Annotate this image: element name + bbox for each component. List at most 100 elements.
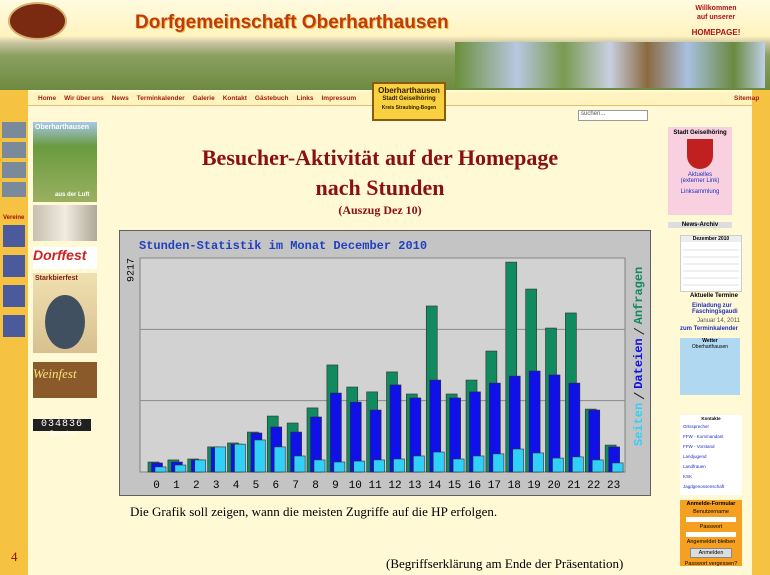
x-tick-label: 21 xyxy=(567,480,581,492)
badge-line: Oberharthausen xyxy=(378,86,440,95)
bar xyxy=(353,460,366,473)
sitemap-link[interactable]: Sitemap xyxy=(734,95,760,102)
nav-link[interactable]: News xyxy=(111,95,129,102)
nav-link[interactable]: Links xyxy=(296,95,314,102)
slide-title: Besucher-Aktivität auf der Homepage nach… xyxy=(130,143,630,203)
site-title: Dorfgemeinschaft Oberharthausen xyxy=(135,12,449,33)
x-tick-label: 15 xyxy=(448,480,461,492)
photo-strip xyxy=(455,42,765,88)
x-tick-label: 5 xyxy=(253,480,260,492)
dorffest[interactable]: Dorffest xyxy=(33,247,97,269)
page-number: 4 xyxy=(11,549,18,564)
nav-link[interactable]: Kontakt xyxy=(222,95,247,102)
welcome-line: auf unserer xyxy=(696,14,736,21)
links-link[interactable]: Linksammlung xyxy=(680,189,720,195)
bar xyxy=(313,459,326,473)
nav: Home Wir über uns News Terminkalender Galeri… xyxy=(38,95,356,102)
bar xyxy=(333,461,346,473)
termine-event[interactable]: Einladung zur Faschingsgaudi xyxy=(692,303,738,315)
x-tick-label: 1 xyxy=(173,480,180,492)
bar xyxy=(532,452,544,473)
x-tick-label: 11 xyxy=(369,480,383,492)
vereine-label: Vereine xyxy=(3,215,25,221)
aerial-title: Oberharthausen xyxy=(35,124,90,131)
bar xyxy=(293,455,306,473)
termine-link[interactable]: zum Terminkalender xyxy=(680,326,738,332)
contacts-title: Kontakte xyxy=(701,416,721,421)
bar xyxy=(472,455,485,473)
nav-link[interactable]: Terminkalender xyxy=(136,95,185,102)
legend-separator xyxy=(633,392,645,400)
badge-line: Stadt Geiselhöring xyxy=(382,96,436,102)
weather-box: Wetter Oberharthausen xyxy=(680,338,740,395)
bar xyxy=(432,451,445,473)
bar xyxy=(552,457,564,473)
contact-link[interactable]: Landjugend xyxy=(683,454,707,459)
plot-area xyxy=(139,257,626,473)
club-icons xyxy=(3,225,25,340)
aerial-photo: Oberharthausen aus der Luft xyxy=(33,122,97,202)
nav-link[interactable]: Galerie xyxy=(192,95,215,102)
bar xyxy=(214,446,226,473)
starkbierfest-label: Starkbierfest xyxy=(35,275,78,282)
login-input[interactable] xyxy=(686,532,736,537)
bar xyxy=(373,459,385,473)
contacts-box: Kontakte Ortssprecher FFW - Kommandant FFW… xyxy=(680,415,742,495)
bar xyxy=(611,462,624,473)
aerial-sub: aus der Luft xyxy=(55,192,90,198)
login-item[interactable]: Anmelden xyxy=(690,548,732,558)
legend-entry: Anfragen xyxy=(632,267,646,325)
weinfest[interactable]: Weinfest xyxy=(33,362,97,398)
badge: Oberharthausen Stadt Geiselhöring Kreis … xyxy=(372,82,446,121)
x-tick-label: 22 xyxy=(587,480,600,492)
slide-title-line: nach Stunden xyxy=(315,175,445,200)
nav-link[interactable]: Home xyxy=(38,95,57,102)
welcome-line: HOMEPAGE! xyxy=(691,28,741,37)
contact-link[interactable]: FFW - Vorstand xyxy=(683,444,715,449)
icon-column xyxy=(2,122,26,197)
bar xyxy=(330,392,342,473)
crest xyxy=(687,139,713,169)
contact-link[interactable]: Landfrauen xyxy=(683,464,706,469)
contact-link[interactable]: Jagdgenossenschaft xyxy=(683,484,725,489)
calendar-grid xyxy=(683,244,739,286)
x-tick-label: 7 xyxy=(292,480,299,492)
search-box[interactable]: suchen... xyxy=(578,110,648,121)
welcome-line: Willkommen xyxy=(695,5,737,12)
contact-link[interactable]: FFW - Kommandant xyxy=(683,434,724,439)
nav-link[interactable]: Wir über uns xyxy=(64,95,104,102)
bar xyxy=(154,466,167,473)
counter-label: Besucher xyxy=(50,431,76,437)
weather-title: Wetter xyxy=(702,338,718,344)
bar xyxy=(174,464,187,473)
portrait xyxy=(45,295,85,349)
news-archiv[interactable]: News-Archiv xyxy=(668,222,732,228)
contact-link[interactable]: KSK xyxy=(683,474,693,479)
nav-link[interactable]: Impressum xyxy=(321,95,357,102)
bar xyxy=(273,446,286,473)
calendar: Dezember 2010 xyxy=(680,235,742,292)
legend-entry: Seiten xyxy=(632,403,646,446)
x-tick-label: 8 xyxy=(312,480,319,492)
slide-title-line: Besucher-Aktivität auf der Homepage xyxy=(201,145,559,170)
login-item[interactable]: Passwort vergessen? xyxy=(684,561,738,567)
contact-link[interactable]: Ortssprecher xyxy=(683,424,710,429)
x-tick-label: 2 xyxy=(193,480,200,492)
x-tick-label: 13 xyxy=(408,480,421,492)
x-tick-label: 23 xyxy=(607,480,620,492)
bar xyxy=(452,458,465,473)
nav-link[interactable]: Gästebuch xyxy=(254,95,289,102)
bar xyxy=(254,439,266,473)
login-input[interactable] xyxy=(686,517,736,522)
aktuelles-link[interactable]: Aktuelles (externer Link) xyxy=(680,172,720,184)
x-tick-label: 19 xyxy=(528,480,541,492)
x-tick-label: 4 xyxy=(233,480,240,492)
stadt-title: Stadt Geiselhöring xyxy=(673,130,727,136)
chart: Stunden-Statistik im Monat December 2010… xyxy=(119,230,651,496)
bar xyxy=(393,458,405,473)
legend: Seiten Dateien Anfragen xyxy=(632,267,646,446)
starkbierfest[interactable]: Starkbierfest xyxy=(33,273,97,353)
legend-entry: Dateien xyxy=(632,338,646,388)
owl-photo xyxy=(33,205,97,241)
